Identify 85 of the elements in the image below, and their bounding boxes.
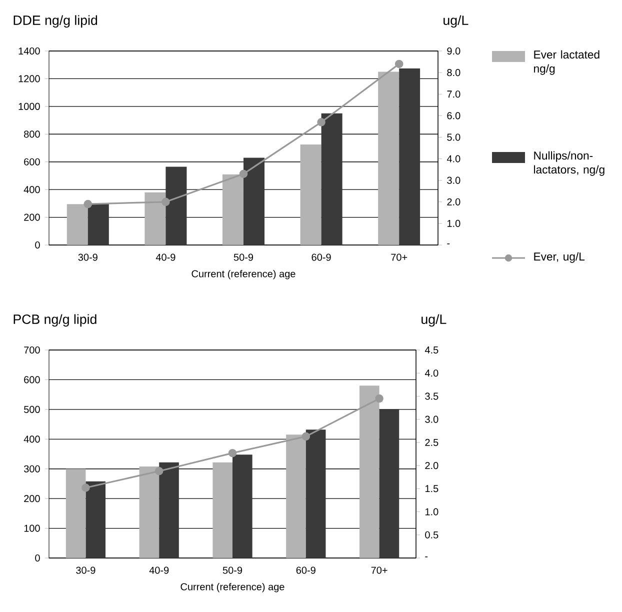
y-tick-label: 400 xyxy=(24,436,40,443)
point xyxy=(317,118,326,126)
point xyxy=(162,198,170,206)
legend-label: Nullips/non-lactators, ng/g xyxy=(534,151,604,176)
x-tick-label: 60-9 xyxy=(296,566,316,574)
y2-tick-label: 3.5 xyxy=(425,392,438,400)
y-tick-label: 400 xyxy=(24,186,40,194)
bar xyxy=(159,462,179,558)
y2-tick-label: - xyxy=(447,243,450,244)
y-tick-label: 100 xyxy=(24,524,40,532)
y2-tick-label: 7.0 xyxy=(447,90,460,98)
bar xyxy=(66,468,86,558)
y2-tick-label: 4.0 xyxy=(446,155,460,162)
y2-tick-label: 3.0 xyxy=(447,176,460,184)
y2-tick-label: 5.0 xyxy=(447,134,460,141)
x-tick-label: 50-9 xyxy=(222,566,242,574)
bar xyxy=(286,434,306,558)
y2-tick-label: 0.5 xyxy=(425,531,438,538)
bar xyxy=(232,454,252,558)
bar xyxy=(244,158,265,245)
point xyxy=(82,484,90,492)
x-tick-label: 30-9 xyxy=(78,254,98,261)
y-tick-label: 600 xyxy=(24,158,40,166)
bar xyxy=(66,204,88,245)
y2-tick-label: 1.5 xyxy=(425,485,438,492)
x-axis-title: Current (reference) age xyxy=(180,582,284,592)
point xyxy=(302,432,310,441)
bar xyxy=(321,113,342,245)
y-tick-label: 300 xyxy=(24,465,40,472)
x-tick-label: 50-9 xyxy=(234,254,254,261)
bar xyxy=(306,430,326,558)
y-tick-label: 0 xyxy=(35,554,40,562)
y-tick-label: 600 xyxy=(24,376,40,384)
x-tick-label: 40-9 xyxy=(149,566,169,574)
y2-tick-label: 2.5 xyxy=(425,438,438,446)
x-tick-label: 70+ xyxy=(371,566,388,574)
x-tick-label: 60-9 xyxy=(312,254,331,261)
point xyxy=(154,466,164,476)
y-tick-label: 1000 xyxy=(18,102,40,110)
y2-tick-label: 4.5 xyxy=(424,346,438,354)
y2-tick-label: 2.0 xyxy=(447,198,460,206)
point xyxy=(84,200,92,208)
point xyxy=(375,394,384,403)
point xyxy=(228,448,237,458)
y2-tick-label: 9.0 xyxy=(447,47,460,55)
y-tick-label: 200 xyxy=(24,214,40,221)
legend-label: Ever lactated ng/g xyxy=(534,50,600,75)
bar xyxy=(399,68,420,245)
y2-tick-label: 4.0 xyxy=(424,370,438,377)
bar xyxy=(144,192,166,245)
y-tick-label: 800 xyxy=(24,130,40,138)
bar xyxy=(139,466,160,558)
x-tick-label: 30-9 xyxy=(76,566,96,574)
y-tick-label: 200 xyxy=(24,495,40,502)
y2-axis-title: ug/L xyxy=(422,314,446,327)
point xyxy=(239,170,248,178)
bar xyxy=(86,481,106,558)
bar xyxy=(212,462,232,558)
bar xyxy=(166,166,187,245)
bar xyxy=(88,203,109,245)
x-tick-label: 70+ xyxy=(391,254,408,261)
bar xyxy=(359,386,380,558)
y2-tick-label: 8.0 xyxy=(447,69,460,76)
y-tick-label: 500 xyxy=(24,406,40,413)
bar xyxy=(379,409,400,558)
bar xyxy=(300,144,322,245)
bar xyxy=(222,174,244,245)
y2-tick-label: - xyxy=(425,556,428,558)
y2-tick-label: 1.0 xyxy=(447,220,460,227)
y-tick-label: 1200 xyxy=(18,75,40,82)
point xyxy=(394,60,404,68)
y-tick-label: 700 xyxy=(24,346,40,354)
legend-label: Ever, ug/L xyxy=(534,252,585,263)
y-axis-title: DDE ng/g lipid xyxy=(14,15,98,28)
y-tick-label: 1400 xyxy=(18,47,40,55)
bar xyxy=(378,72,400,245)
y-tick-label: 0 xyxy=(35,241,40,249)
x-tick-label: 40-9 xyxy=(156,254,176,261)
y2-tick-label: 6.0 xyxy=(447,112,460,120)
y2-tick-label: 2.0 xyxy=(425,462,438,470)
y-axis-title: PCB ng/g lipid xyxy=(14,314,96,327)
y2-axis-title: ug/L xyxy=(444,15,468,28)
x-axis-title: Current (reference) age xyxy=(192,270,296,280)
y2-tick-label: 3.0 xyxy=(425,416,438,423)
y2-tick-label: 1.0 xyxy=(425,508,438,516)
